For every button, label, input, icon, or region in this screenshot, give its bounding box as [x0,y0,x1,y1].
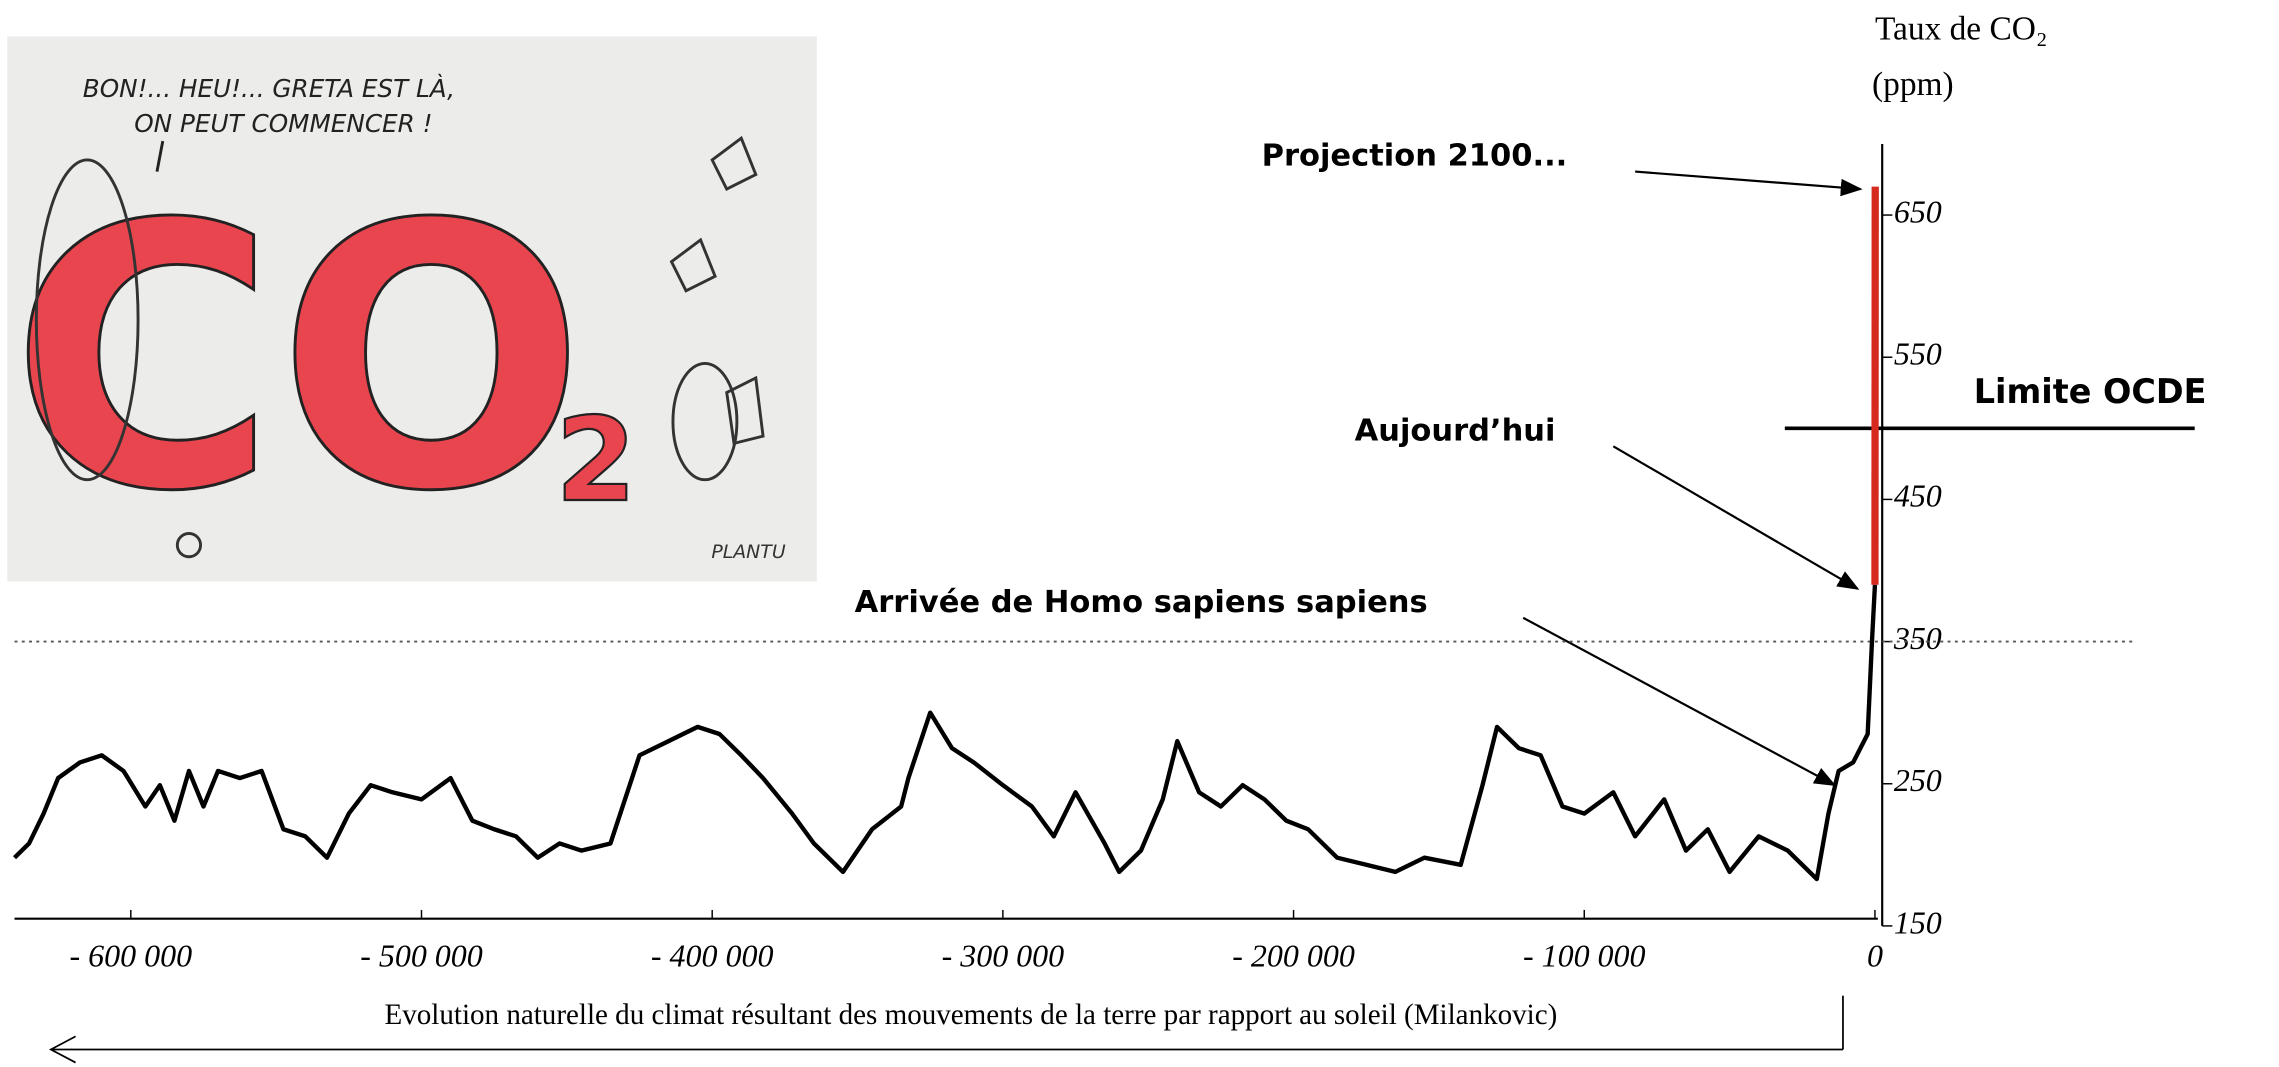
y-tick-label: 350 [1893,621,1942,656]
y-tick-label: 250 [1894,763,1942,798]
signature: PLANTU [711,541,785,563]
y-tick-label: 550 [1894,337,1942,372]
cartoon: BON!... HEU!... GRETA EST LÀ, ON PEUT CO… [7,36,817,581]
page: BON!... HEU!... GRETA EST LÀ, ON PEUT CO… [0,0,2279,1067]
x-tick-label: - 100 000 [1523,939,1646,974]
y-axis-title: (ppm) [1872,66,1954,103]
y-axis-title: Taux de CO₂ [1875,11,2048,48]
x-tick-label: - 400 000 [651,939,774,974]
y-tick-label: 450 [1894,479,1942,514]
cartoon-sub: 2 [555,393,636,528]
arrow [1613,446,1857,588]
reference-label: Limite OCDE [1974,372,2207,411]
arrow [1523,618,1834,785]
speech-line: ON PEUT COMMENCER ! [134,109,432,138]
annotation: Aujourd’hui [1355,413,1556,448]
arrow [1635,172,1860,189]
x-tick-label: - 500 000 [360,939,483,974]
y-tick-label: 650 [1894,194,1942,229]
annotation: Arrivée de Homo sapiens sapiens [855,585,1428,620]
y-tick-label: 150 [1894,905,1942,940]
annotation: Projection 2100... [1262,139,1568,174]
cartoon-co: CO [10,148,586,571]
speech-line: BON!... HEU!... GRETA EST LÀ, [83,74,455,103]
x-caption: Evolution naturelle du climat résultant … [384,999,1557,1031]
chart: BON!... HEU!... GRETA EST LÀ, ON PEUT CO… [0,0,2279,1067]
x-tick-label: - 600 000 [70,939,193,974]
x-tick-label: - 300 000 [942,939,1065,974]
x-tick-label: - 200 000 [1232,939,1355,974]
data-line [15,585,1875,879]
x-tick-label: 0 [1867,939,1883,974]
